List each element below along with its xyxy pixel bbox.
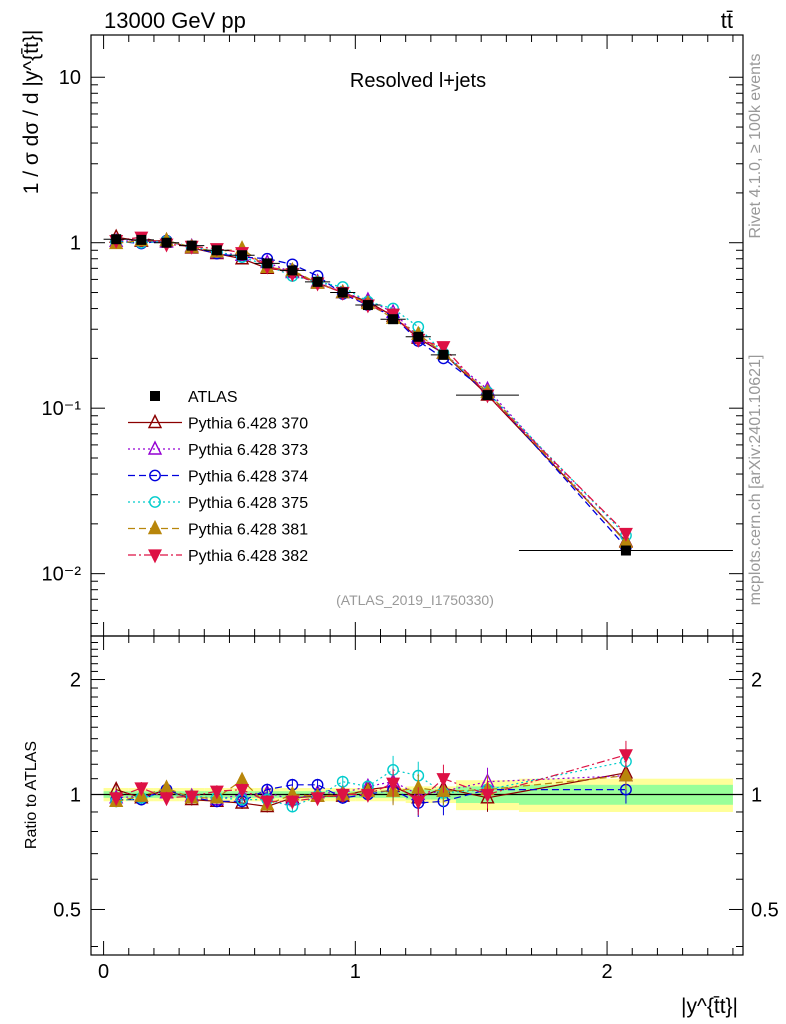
data-point <box>287 265 298 276</box>
main-y-axis-label: 1 / σ dσ / d |y^{t̄t}| <box>20 30 43 195</box>
ratio-line-3 <box>116 760 627 808</box>
ratio-5-point <box>235 783 250 798</box>
ratio-frame <box>90 635 744 956</box>
ratio-y-tick-label: 2 <box>70 670 81 692</box>
ratio-5-point <box>335 788 350 803</box>
ratio-5-point <box>360 788 375 803</box>
ratio-5-point <box>618 749 633 764</box>
data-point <box>337 287 348 298</box>
data-point <box>413 331 424 342</box>
data-point <box>111 234 122 245</box>
legend-marker <box>147 440 163 455</box>
main-panel: 10 1 10⁻¹ 10⁻² Resolved l+jets (ATLAS_2019_… <box>20 30 744 637</box>
data-point <box>237 250 248 261</box>
ratio-4-point <box>618 767 634 782</box>
data-point <box>438 349 449 360</box>
data-point <box>136 234 147 245</box>
ratio-series-layer <box>109 740 634 818</box>
process-label: tt̄ <box>721 8 733 33</box>
ratio-5-point <box>109 792 124 807</box>
series-5-point <box>618 527 633 542</box>
legend-label-data: ATLAS <box>188 389 238 406</box>
main-data-layer <box>103 234 733 556</box>
ratio-4-point <box>234 771 250 786</box>
ratio-y-tick-label-right: 2 <box>751 670 762 692</box>
x-tick-label: 0 <box>98 961 109 983</box>
legend-marker-data <box>150 391 160 401</box>
rivet-label: Rivet 4.1.0, ≥ 100k events <box>747 54 764 239</box>
data-point <box>262 258 273 269</box>
legend-label: Pythia 6.428 375 <box>188 495 308 512</box>
y-tick-label: 10⁻¹ <box>42 398 82 420</box>
main-title: Resolved l+jets <box>350 70 486 92</box>
ratio-panel: 2 2 1 1 0.5 0.5 0 1 2 Ratio to ATLAS |y^{t̄t}| <box>23 635 779 1018</box>
ratio-5-point <box>209 785 224 800</box>
analysis-label: (ATLAS_2019_I1750330) <box>336 592 494 608</box>
ratio-y-tick-label: 1 <box>70 784 81 806</box>
legend-marker <box>148 549 162 564</box>
ratio-y-tick-label: 0.5 <box>53 899 81 921</box>
data-point <box>482 390 493 401</box>
x-tick-label: 2 <box>601 961 612 983</box>
data-point <box>620 545 631 556</box>
ratio-5-point <box>285 795 300 810</box>
ratio-y-tick-label-right: 1 <box>751 784 762 806</box>
ratio-5-point <box>310 792 325 807</box>
legend-marker <box>149 496 161 508</box>
y-tick-label: 10 <box>59 67 81 89</box>
ratio-5-point <box>159 792 174 807</box>
data-point <box>312 276 323 287</box>
energy-label: 13000 GeV pp <box>104 8 246 33</box>
y-tick-label: 1 <box>70 233 81 255</box>
ratio-5-point <box>480 788 495 803</box>
legend-marker <box>149 469 161 482</box>
ratio-5-point <box>260 795 275 810</box>
series-5-point <box>436 341 451 356</box>
data-point <box>388 314 399 325</box>
data-point <box>161 237 172 248</box>
ratio-line-5 <box>115 754 627 803</box>
data-point <box>362 300 373 311</box>
x-tick-label: 1 <box>350 961 361 983</box>
legend: ATLAS Pythia 6.428 370 Pythia 6.428 373 Pyt… <box>128 389 308 565</box>
main-axes: 10 1 10⁻¹ 10⁻² <box>42 34 744 637</box>
ratio-y-axis-label: Ratio to ATLAS <box>23 741 40 849</box>
ratio-line-1 <box>116 775 626 801</box>
legend-label: Pythia 6.428 374 <box>188 469 308 486</box>
data-point <box>186 240 197 251</box>
ratio-0-point <box>234 794 250 809</box>
legend-marker <box>147 413 163 429</box>
ratio-5-point <box>184 790 199 805</box>
ratio-5-point <box>436 773 451 788</box>
ratio-5-point <box>411 795 426 810</box>
mcplots-label: mcplots.cern.ch [arXiv:2401.10621] <box>747 355 764 606</box>
legend-label: Pythia 6.428 381 <box>188 522 308 539</box>
y-tick-label: 10⁻² <box>42 564 82 586</box>
legend-label: Pythia 6.428 373 <box>188 442 308 459</box>
ratio-line-0 <box>116 772 627 808</box>
series-line-5 <box>116 236 627 534</box>
legend-label: Pythia 6.428 382 <box>188 548 308 565</box>
legend-label: Pythia 6.428 370 <box>188 416 308 433</box>
legend-marker <box>147 519 163 535</box>
ratio-5-point <box>134 782 149 797</box>
ratio-y-tick-label-right: 0.5 <box>751 899 779 921</box>
data-point <box>211 245 222 256</box>
ratio-line-4 <box>116 775 626 806</box>
series-line-2 <box>116 239 627 548</box>
x-axis-label: |y^{t̄t}| <box>681 995 738 1018</box>
ratio-axes: 2 2 1 1 0.5 0.5 0 1 2 <box>53 635 779 983</box>
ratio-5-point <box>386 777 401 792</box>
